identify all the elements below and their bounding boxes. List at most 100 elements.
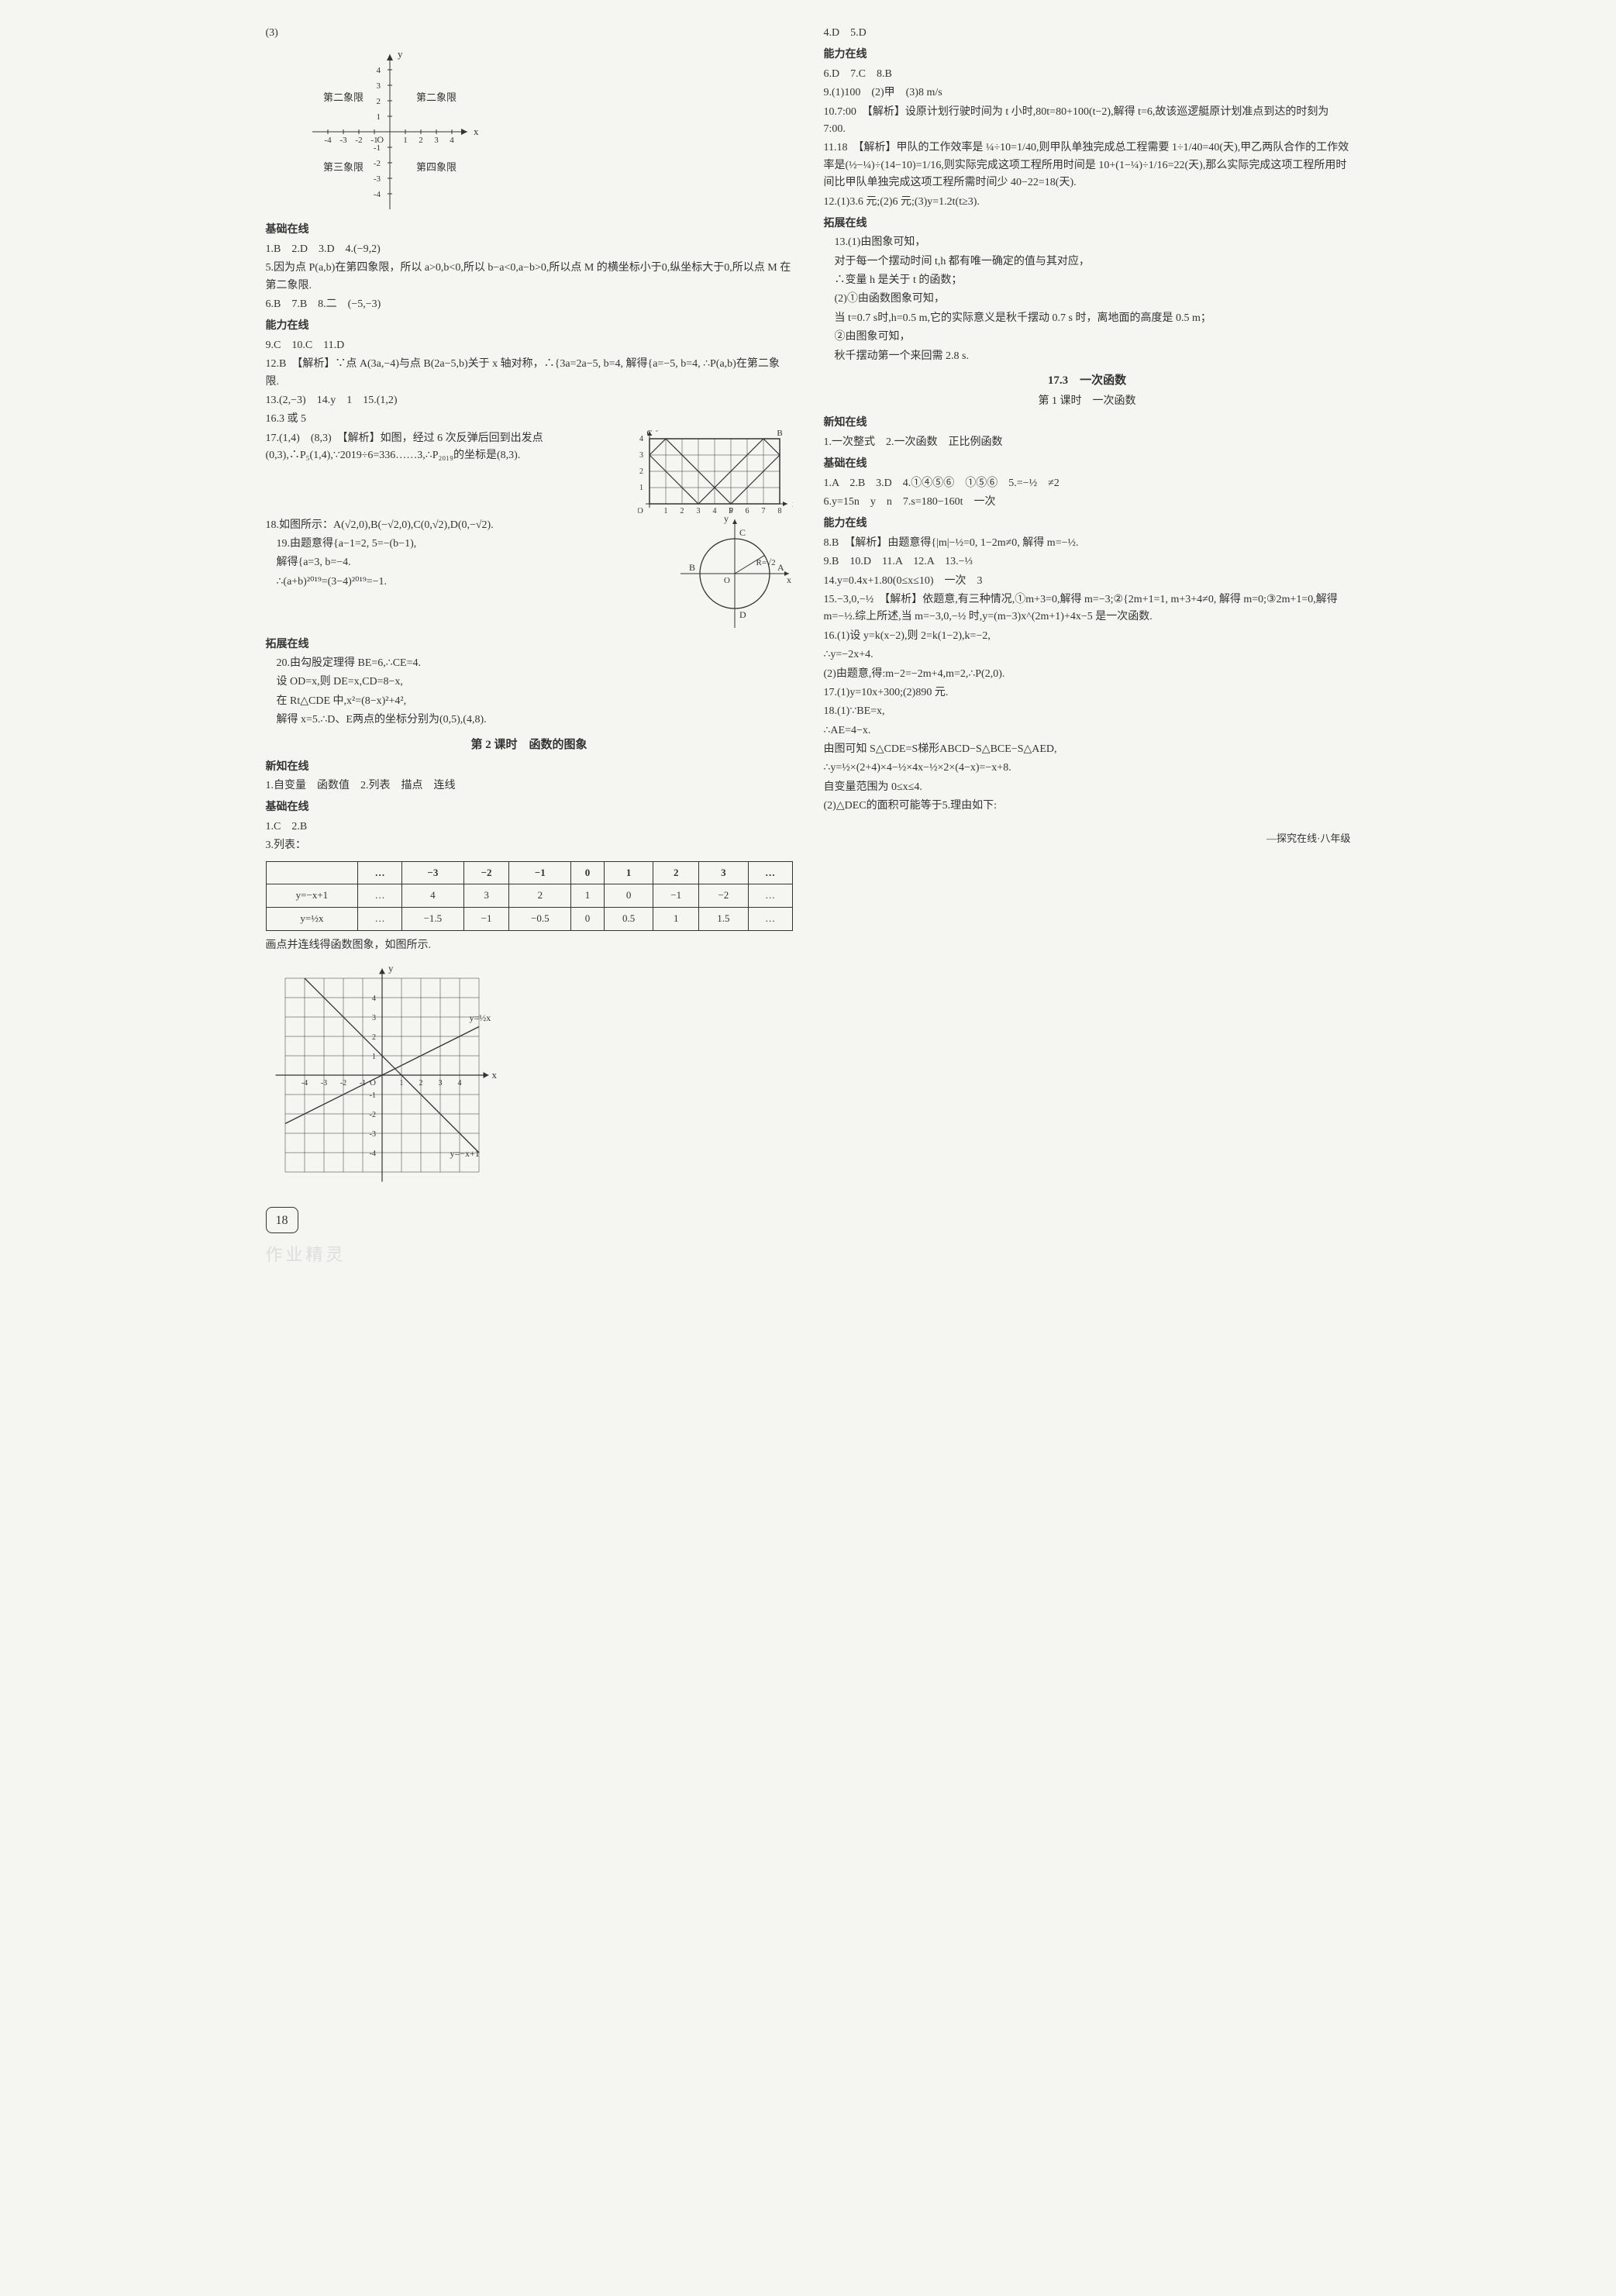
- svg-text:x: x: [792, 498, 793, 509]
- text-line: 6.D 7.C 8.B: [824, 66, 1351, 83]
- text-line: 在 Rt△CDE 中,x²=(8−x)²+4²,: [266, 693, 793, 710]
- text-line: 12.B 【解析】∵点 A(3a,−4)与点 B(2a−5,b)关于 x 轴对称…: [266, 356, 793, 391]
- svg-text:第三象限: 第三象限: [322, 161, 363, 173]
- svg-text:-4: -4: [369, 1150, 375, 1158]
- table-cell: 0: [604, 884, 653, 908]
- table-header: …: [748, 861, 792, 884]
- text-line: 8.B 【解析】由题意得{|m|−½=0, 1−2m≠0, 解得 m=−½.: [824, 535, 1351, 552]
- table-row: y=½x…−1.5−1−0.500.511.5…: [266, 908, 792, 931]
- svg-text:D: D: [739, 609, 746, 620]
- svg-text:4: 4: [712, 507, 716, 515]
- top-line: 4.D 5.D: [824, 25, 1351, 42]
- svg-text:3: 3: [438, 1079, 442, 1088]
- circle-diagram: R=√2ABCDOxy: [677, 515, 793, 632]
- function-plot-svg: -4-3-2-11234-4-3-2-11234Oxyy=½xy=−x+1: [266, 959, 498, 1191]
- jichu2-line: 1.C 2.B: [266, 819, 793, 836]
- table-cell: …: [748, 908, 792, 931]
- text-line: 5.因为点 P(a,b)在第四象限，所以 a>0,b<0,所以 b−a<0,a−…: [266, 260, 793, 295]
- svg-text:-2: -2: [355, 136, 362, 145]
- svg-text:2: 2: [419, 1079, 422, 1088]
- svg-text:2: 2: [372, 1033, 376, 1042]
- text-line: ∴y=½×(2+4)×4−½×4x−½×2×(4−x)=−x+8.: [824, 760, 1351, 777]
- bounce-diagram: 123456781234OxyCBP: [638, 430, 793, 515]
- svg-text:1: 1: [399, 1079, 403, 1088]
- nengli1-list: 9.C 10.C 11.D 12.B 【解析】∵点 A(3a,−4)与点 B(2a…: [266, 337, 793, 429]
- table-cell: y=−x+1: [266, 884, 358, 908]
- svg-text:-3: -3: [373, 174, 381, 184]
- table-cell: …: [358, 884, 402, 908]
- svg-text:-4: -4: [373, 190, 381, 199]
- text-line: 13.(2,−3) 14.y 1 15.(1,2): [266, 392, 793, 409]
- nengli3-title: 能力在线: [824, 515, 1351, 533]
- svg-text:x: x: [491, 1069, 497, 1081]
- text-line: 11.18 【解析】甲队的工作效率是 ¼÷10=1/40,则甲队单独完成总工程需…: [824, 140, 1351, 191]
- table-cell: −1: [463, 908, 509, 931]
- svg-text:x: x: [787, 574, 791, 585]
- chapter-17-3: 17.3 一次函数: [824, 371, 1351, 390]
- jichu2-title: 基础在线: [266, 799, 793, 816]
- right-column: 4.D 5.D 能力在线 6.D 7.C 8.B9.(1)100 (2)甲 (3…: [824, 23, 1351, 1269]
- text-line: 9.B 10.D 11.A 12.A 13.−⅓: [824, 553, 1351, 571]
- text-line: 10.7:00 【解析】设原计划行驶时间为 t 小时,80t=80+100(t−…: [824, 104, 1351, 139]
- watermark: 作业精灵: [266, 1241, 793, 1268]
- xinzhi1-title: 新知在线: [266, 759, 793, 776]
- text-line: 解得 x=5.∴D、E两点的坐标分别为(0,5),(4,8).: [266, 712, 793, 729]
- jichu3-title: 基础在线: [824, 456, 1351, 473]
- svg-text:y: y: [398, 48, 403, 60]
- svg-text:2: 2: [639, 467, 643, 476]
- tuozhan1-title: 拓展在线: [266, 636, 793, 653]
- text-line: 20.由勾股定理得 BE=6,∴CE=4.: [266, 655, 793, 672]
- table-cell: −0.5: [509, 908, 571, 931]
- svg-text:2: 2: [419, 136, 423, 145]
- text-line: 1.A 2.B 3.D 4.①④⑤⑥ ①⑤⑥ 5.=−½ ≠2: [824, 475, 1351, 492]
- text-line: 由图可知 S△CDE=S梯形ABCD−S△BCE−S△AED,: [824, 741, 1351, 758]
- svg-text:-4: -4: [301, 1079, 307, 1088]
- svg-text:-1: -1: [369, 1091, 375, 1100]
- text-line: 9.C 10.C 11.D: [266, 337, 793, 354]
- jichu3-list: 1.A 2.B 3.D 4.①④⑤⑥ ①⑤⑥ 5.=−½ ≠26.y=15n y…: [824, 475, 1351, 512]
- text-line: ②由图象可知，: [824, 329, 1351, 346]
- svg-text:y: y: [656, 430, 660, 432]
- text-line: 6.B 7.B 8.二 (−5,−3): [266, 296, 793, 313]
- function-table: …−3−2−10123…y=−x+1…43210−1−2…y=½x…−1.5−1…: [266, 861, 793, 931]
- xinzhi2-title: 新知在线: [824, 415, 1351, 432]
- svg-text:-3: -3: [369, 1130, 375, 1139]
- page-number: 18: [266, 1207, 298, 1233]
- table-cell: −1.5: [401, 908, 463, 931]
- text-line: 17.(1)y=10x+300;(2)890 元.: [824, 684, 1351, 702]
- svg-text:y=−x+1: y=−x+1: [450, 1148, 479, 1159]
- svg-text:3: 3: [372, 1014, 376, 1022]
- svg-text:第二象限: 第二象限: [322, 91, 363, 103]
- text-line: 秋千摆动第一个来回需 2.8 s.: [824, 348, 1351, 365]
- svg-text:1: 1: [663, 507, 667, 515]
- svg-text:3: 3: [434, 136, 439, 145]
- svg-text:7: 7: [761, 507, 765, 515]
- table-header: 2: [653, 861, 699, 884]
- table-header: 0: [571, 861, 605, 884]
- svg-text:3: 3: [376, 81, 381, 91]
- svg-text:x: x: [474, 126, 479, 137]
- text-line: 14.y=0.4x+1.80(0≤x≤10) 一次 3: [824, 573, 1351, 590]
- svg-text:B: B: [688, 562, 694, 573]
- table-header: 3: [698, 861, 748, 884]
- svg-text:1: 1: [376, 112, 381, 122]
- table-row: y=−x+1…43210−1−2…: [266, 884, 792, 908]
- svg-text:3: 3: [696, 507, 700, 515]
- table-cell: −2: [698, 884, 748, 908]
- svg-text:第二象限: 第二象限: [415, 91, 456, 103]
- svg-text:4: 4: [457, 1079, 461, 1088]
- table-cell: 3: [463, 884, 509, 908]
- svg-text:第四象限: 第四象限: [415, 161, 456, 173]
- data-table: …−3−2−10123…y=−x+1…43210−1−2…y=½x…−1.5−1…: [266, 861, 793, 931]
- table-cell: 4: [401, 884, 463, 908]
- text-line: 15.−3,0,−½ 【解析】依题意,有三种情况,①m+3=0,解得 m=−3;…: [824, 591, 1351, 626]
- text-line: 13.(1)由图象可知，: [824, 234, 1351, 251]
- svg-text:C: C: [739, 527, 746, 538]
- circle-svg: R=√2ABCDOxy: [677, 515, 793, 632]
- svg-text:y: y: [388, 963, 394, 974]
- svg-text:B: B: [777, 430, 782, 438]
- text-line: 当 t=0.7 s时,h=0.5 m,它的实际意义是秋千摆动 0.7 s 时，离…: [824, 310, 1351, 327]
- text-line: 对于每一个摆动时间 t,h 都有唯一确定的值与其对应，: [824, 253, 1351, 271]
- function-plot: -4-3-2-11234-4-3-2-11234Oxyy=½xy=−x+1: [266, 959, 793, 1191]
- text-line: 18.(1)∵BE=x,: [824, 703, 1351, 720]
